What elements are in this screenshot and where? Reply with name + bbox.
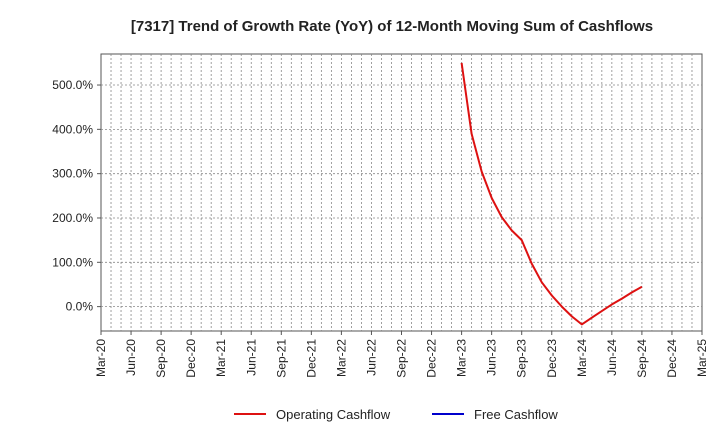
x-tick-label: Mar-23: [455, 339, 469, 377]
x-tick-label: Jun-20: [124, 339, 138, 376]
y-tick-label: 300.0%: [52, 167, 93, 181]
x-tick-label: Dec-24: [665, 339, 679, 378]
plot-area: [100, 53, 703, 332]
x-tick-label: Sep-24: [635, 339, 649, 378]
legend-label: Operating Cashflow: [276, 407, 391, 422]
chart-title: [7317] Trend of Growth Rate (YoY) of 12-…: [131, 18, 653, 35]
x-tick-label: Dec-22: [425, 339, 439, 378]
series-lines: [460, 62, 643, 326]
x-tick-label: Dec-20: [184, 339, 198, 378]
grid-lines: [101, 54, 702, 331]
x-axis: Mar-20 Jun-20 Sep-20 Dec-20 Mar-21 Jun-21 Sep-…: [94, 331, 709, 378]
x-tick-label: Jun-24: [605, 339, 619, 376]
x-tick-label: Mar-22: [334, 339, 348, 377]
legend-label: Free Cashflow: [474, 407, 558, 422]
x-tick-label: Jun-21: [244, 339, 258, 376]
y-tick-label: 0.0%: [66, 300, 94, 314]
x-tick-label: Mar-20: [94, 339, 108, 377]
series-line: [460, 62, 643, 326]
x-tick-label: Mar-25: [695, 339, 709, 377]
legend: Operating Cashflow Free Cashflow: [234, 407, 558, 422]
x-tick-label: Jun-22: [364, 339, 378, 376]
x-tick-label: Dec-23: [545, 339, 559, 378]
y-axis: 0.0% 100.0% 200.0% 300.0% 400.0% 500.0%: [52, 78, 101, 314]
x-tick-label: Dec-21: [304, 339, 318, 378]
y-tick-label: 400.0%: [52, 122, 93, 136]
x-tick-label: Mar-21: [214, 339, 228, 377]
x-tick-label: Sep-20: [154, 339, 168, 378]
x-tick-label: Sep-21: [274, 339, 288, 378]
x-tick-label: Mar-24: [575, 339, 589, 377]
y-tick-label: 200.0%: [52, 211, 93, 225]
x-tick-label: Jun-23: [485, 339, 499, 376]
x-tick-label: Sep-23: [515, 339, 529, 378]
y-tick-label: 500.0%: [52, 78, 93, 92]
x-tick-label: Sep-22: [395, 339, 409, 378]
y-tick-label: 100.0%: [52, 255, 93, 269]
